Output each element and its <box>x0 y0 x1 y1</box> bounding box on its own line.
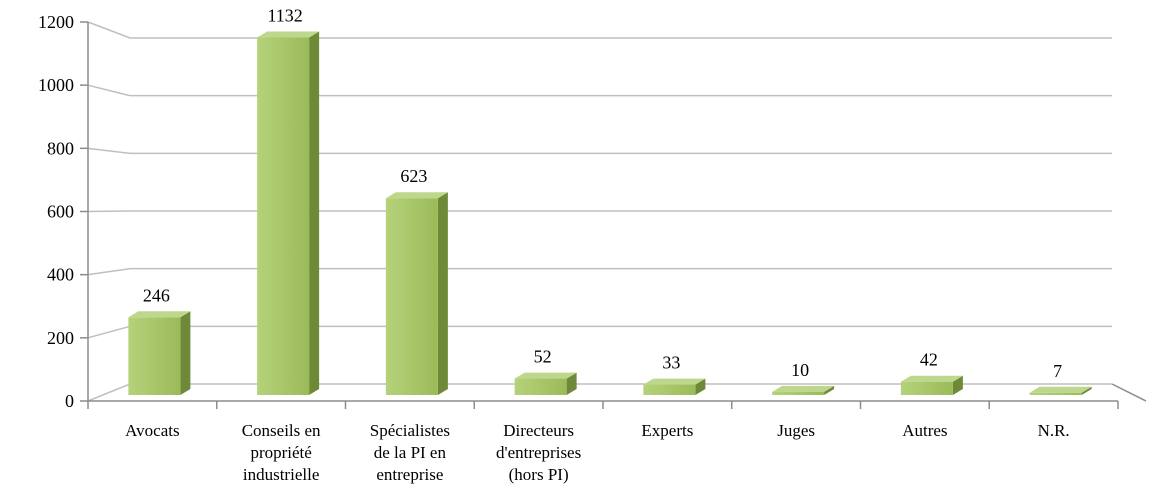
x-category-label-line: d'entreprises <box>496 443 581 462</box>
data-label: 52 <box>534 347 552 367</box>
x-category-label: Experts <box>641 421 693 440</box>
x-category-label-line: Avocats <box>125 421 179 440</box>
x-category-label: Juges <box>777 421 815 440</box>
bar <box>385 192 448 395</box>
bar-side <box>309 31 320 396</box>
axes <box>80 21 1147 409</box>
x-category-label: Directeurs d'entreprises (hors PI) <box>496 421 581 484</box>
bar-top <box>514 372 577 379</box>
bar-top <box>385 192 448 199</box>
x-category-label-line: (hors PI) <box>509 465 569 484</box>
bar <box>257 31 320 396</box>
bar-front <box>128 317 181 395</box>
bars <box>128 31 1092 396</box>
data-label: 33 <box>662 353 680 373</box>
bar-side <box>180 311 191 395</box>
y-tick-label: 0 <box>65 391 74 411</box>
data-label: 10 <box>791 360 809 380</box>
bar-front <box>900 381 953 395</box>
bar-front <box>643 384 696 395</box>
bar-top <box>643 378 706 385</box>
x-category-label-line: de la PI en <box>374 443 447 462</box>
bar-top <box>772 385 835 392</box>
x-category-label: Avocats <box>125 421 179 440</box>
bar-side <box>952 375 963 395</box>
x-category-label-line: industrielle <box>243 465 319 484</box>
bar-top <box>128 311 191 318</box>
bar <box>128 311 191 395</box>
gridline-depth <box>87 325 131 339</box>
x-category-label-line: Juges <box>777 421 815 440</box>
bar-side <box>437 192 448 395</box>
gridline-depth <box>87 210 131 213</box>
bar-top <box>257 31 320 38</box>
x-category-label-line: Conseils en <box>242 421 321 440</box>
gridline-depth <box>87 383 131 402</box>
data-label: 246 <box>143 285 170 305</box>
x-category-label: N.R. <box>1038 421 1070 440</box>
floor-edge <box>1111 383 1147 402</box>
data-label: 7 <box>1053 361 1062 381</box>
bar <box>643 378 706 395</box>
bar <box>1029 386 1092 395</box>
bar-side <box>824 385 835 395</box>
data-label: 623 <box>400 166 427 186</box>
x-category-label: Conseils en propriété industrielle <box>242 421 321 484</box>
bar <box>900 375 963 395</box>
bar-side <box>1081 386 1092 395</box>
x-category-label-line: Spécialistes <box>370 421 450 440</box>
bar <box>772 385 835 395</box>
gridline-depth <box>87 21 131 39</box>
y-tick-label: 200 <box>47 328 74 348</box>
x-category-label-line: entreprise <box>376 465 443 484</box>
x-category-label-line: propriété <box>250 443 311 462</box>
x-category-label-line: Autres <box>902 421 947 440</box>
bar-side <box>695 378 706 395</box>
y-tick-label: 400 <box>47 265 74 285</box>
y-tick-label: 1000 <box>38 75 74 95</box>
x-category-label-line: Directeurs <box>503 421 574 440</box>
x-category-label: Autres <box>902 421 947 440</box>
bar-top <box>1029 386 1092 393</box>
bar-front <box>385 198 438 395</box>
gridline-depth <box>87 84 131 97</box>
x-category-label-line: N.R. <box>1038 421 1070 440</box>
bar-front <box>514 378 567 395</box>
bar <box>514 372 577 395</box>
data-label: 1132 <box>267 5 302 25</box>
y-tick-label: 800 <box>47 138 74 158</box>
labels: 0 200 400 600 800 1000 1200 246 1132 623 52 33 10 42 7… <box>38 5 1070 484</box>
bar-front <box>772 391 825 395</box>
bar-front <box>257 37 310 396</box>
gridline-depth <box>87 147 131 155</box>
bar-side <box>566 372 577 395</box>
x-category-label: Spécialistes de la PI en entreprise <box>370 421 450 484</box>
bar-front <box>1029 392 1082 395</box>
data-label: 42 <box>920 350 938 370</box>
y-tick-label: 1200 <box>38 12 74 32</box>
gridlines <box>87 21 1112 402</box>
gridline-depth <box>87 267 131 276</box>
x-category-label-line: Experts <box>641 421 693 440</box>
y-tick-label: 600 <box>47 202 74 222</box>
bar-top <box>900 375 963 382</box>
